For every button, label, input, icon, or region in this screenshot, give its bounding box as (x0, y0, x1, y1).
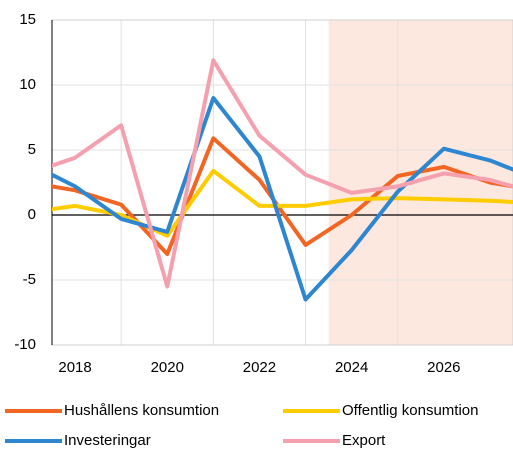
x-tick-label: 2022 (243, 359, 276, 376)
x-tick-label: 2026 (427, 359, 460, 376)
legend-label: Export (342, 432, 386, 449)
x-tick-label: 2018 (58, 359, 91, 376)
x-tick-label: 2024 (335, 359, 368, 376)
series-line (52, 58, 513, 289)
y-tick-label: -5 (23, 271, 36, 288)
forecast-shade (328, 20, 513, 345)
y-tick-label: 10 (19, 76, 36, 93)
series-line (52, 96, 513, 302)
y-tick-label: 15 (19, 11, 36, 28)
y-tick-label: -10 (14, 336, 36, 353)
x-tick-label: 2020 (151, 359, 184, 376)
legend-label: Offentlig konsumtion (342, 402, 478, 419)
legend-label: Hushållens konsumtion (64, 402, 219, 419)
legend-label: Investeringar (64, 432, 151, 449)
y-tick-label: 0 (28, 206, 36, 223)
series-group (52, 58, 513, 302)
series-line (52, 136, 513, 256)
y-tick-label: 5 (28, 141, 36, 158)
